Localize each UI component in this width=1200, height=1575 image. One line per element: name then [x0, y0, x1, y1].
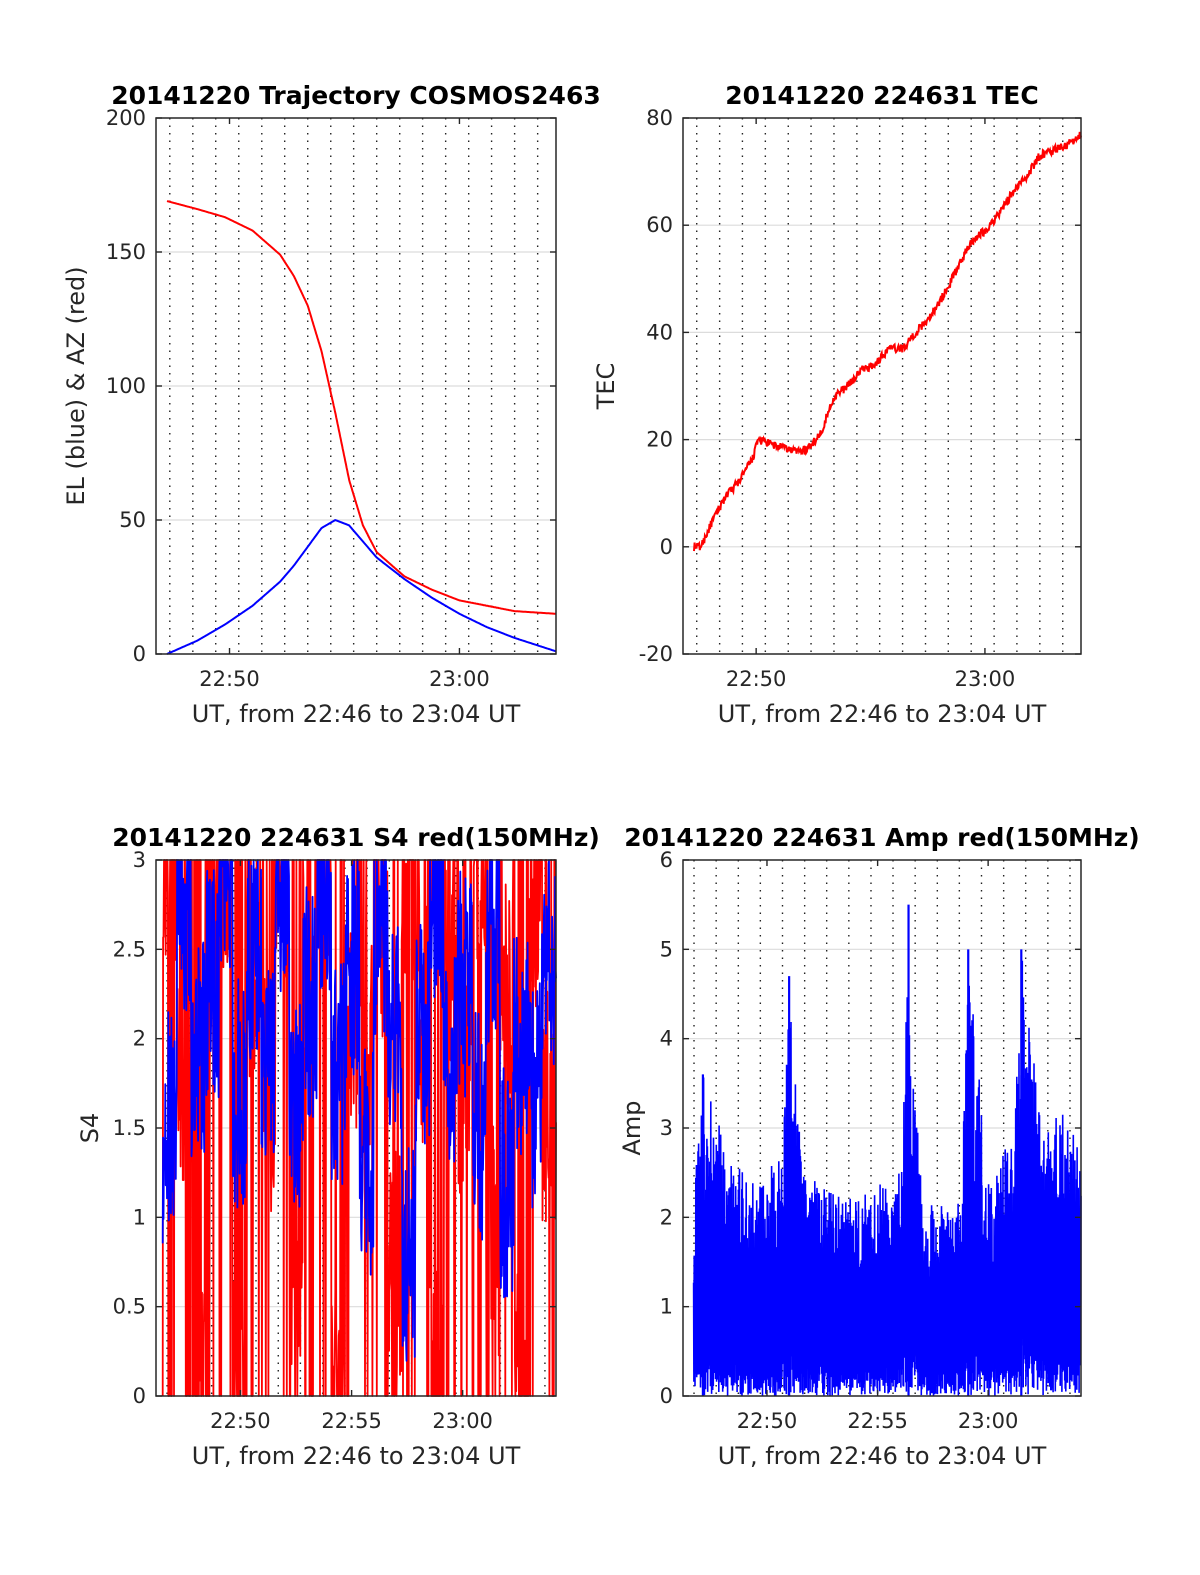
tec-ytick-label: 0	[660, 535, 673, 559]
tec-y-ticks: -20 0 20 40 60 80	[639, 106, 1081, 666]
amp-ytick-label: 1	[660, 1295, 673, 1319]
trajectory-ytick-label: 0	[133, 642, 146, 666]
amp-y-ticks: 0 1 2 3 4 5 6	[660, 848, 1081, 1408]
s4-x-label: UT, from 22:46 to 23:04 UT	[192, 1442, 521, 1470]
amp-x-label: UT, from 22:46 to 23:04 UT	[718, 1442, 1047, 1470]
amp-ytick-label: 2	[660, 1205, 673, 1229]
tec-line-tec	[693, 131, 1082, 552]
tec-frame	[682, 117, 1082, 655]
tec-ytick-label: 80	[646, 106, 673, 130]
tec-ytick-label: 20	[646, 428, 673, 452]
amp-ytick-label: 0	[660, 1384, 673, 1408]
amp-y-label: Amp	[618, 1100, 646, 1155]
amp-title: 20141220 224631 Amp red(150MHz)	[624, 823, 1140, 852]
tec-x-ticks: 22:50 23:00	[726, 118, 1015, 691]
trajectory-ytick-label: 100	[106, 374, 146, 398]
panel-trajectory: 0 50 100 150 200 22:50 23:00 20141220 Traject…	[62, 81, 601, 728]
s4-ytick-label: 2.5	[113, 937, 146, 961]
tec-series	[693, 131, 1082, 552]
trajectory-ytick-label: 150	[106, 240, 146, 264]
s4-ytick-label: 1.5	[113, 1116, 146, 1140]
trajectory-title: 20141220 Trajectory COSMOS2463	[111, 81, 601, 110]
trajectory-y-ticks: 0 50 100 150 200	[106, 106, 556, 666]
amp-ytick-label: 3	[660, 1116, 673, 1140]
s4-y-ticks: 0 0.5 1 1.5 2 2.5 3	[113, 848, 556, 1408]
s4-ytick-label: 1	[133, 1205, 146, 1229]
tec-x-label: UT, from 22:46 to 23:04 UT	[718, 700, 1047, 728]
amp-series	[692, 904, 1082, 1396]
s4-xtick-label: 23:00	[432, 1409, 493, 1433]
amp-ytick-label: 6	[660, 848, 673, 872]
trajectory-y-label: EL (blue) & AZ (red)	[62, 266, 90, 505]
amp-line-amp	[692, 960, 1082, 1396]
amp-xtick-label: 23:00	[958, 1409, 1019, 1433]
panel-s4: 0 0.5 1 1.5 2 2.5 3 22:50 22:55 23:00 20141220 2…	[76, 823, 600, 1470]
amp-xtick-label: 22:50	[737, 1409, 798, 1433]
tec-y-label: TEC	[592, 363, 620, 411]
panel-amp: 0 1 2 3 4 5 6 22:50 22:55 23:00 20141220 224631 …	[618, 823, 1140, 1470]
trajectory-line-az	[166, 200, 556, 615]
s4-xtick-label: 22:50	[210, 1409, 271, 1433]
trajectory-line-el	[166, 519, 557, 655]
trajectory-grid	[156, 118, 556, 654]
panel-tec: -20 0 20 40 60 80 22:50 23:00 20141220 224631 …	[592, 81, 1082, 728]
s4-title: 20141220 224631 S4 red(150MHz)	[112, 823, 600, 852]
s4-xtick-label: 22:55	[321, 1409, 382, 1433]
amp-ytick-label: 5	[660, 937, 673, 961]
tec-ytick-label: 60	[646, 213, 673, 237]
s4-ytick-label: 0	[133, 1384, 146, 1408]
s4-x-ticks: 22:50 22:55 23:00	[210, 860, 493, 1433]
amp-ytick-label: 4	[660, 1027, 673, 1051]
amp-x-ticks: 22:50 22:55 23:00	[737, 860, 1019, 1433]
trajectory-ytick-label: 50	[119, 508, 146, 532]
tec-xtick-label: 23:00	[955, 667, 1016, 691]
tec-ytick-label: 40	[646, 320, 673, 344]
trajectory-xtick-label: 22:50	[199, 667, 260, 691]
s4-ytick-label: 2	[133, 1027, 146, 1051]
tec-grid	[683, 118, 1081, 654]
trajectory-ytick-label: 200	[106, 106, 146, 130]
trajectory-x-ticks: 22:50 23:00	[199, 118, 490, 691]
trajectory-x-label: UT, from 22:46 to 23:04 UT	[192, 700, 521, 728]
s4-ytick-label: 0.5	[113, 1295, 146, 1319]
tec-xtick-label: 22:50	[726, 667, 787, 691]
amp-xtick-label: 22:55	[847, 1409, 908, 1433]
tec-title: 20141220 224631 TEC	[725, 81, 1038, 110]
trajectory-series	[166, 200, 557, 655]
tec-ytick-label: -20	[639, 642, 673, 666]
trajectory-xtick-label: 23:00	[429, 667, 490, 691]
s4-ytick-label: 3	[133, 848, 146, 872]
s4-y-label: S4	[76, 1113, 104, 1144]
